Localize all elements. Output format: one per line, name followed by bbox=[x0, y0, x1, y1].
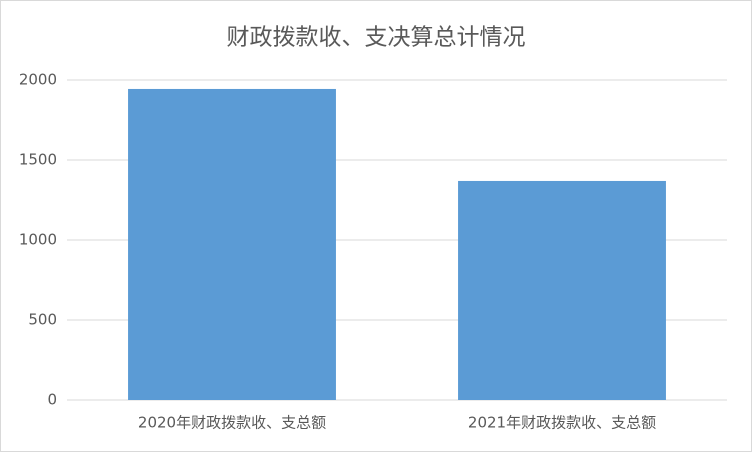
y-tick-label: 0 bbox=[47, 391, 57, 409]
x-tick-label: 2020年财政拨款收、支总额 bbox=[138, 414, 326, 432]
bar bbox=[128, 88, 336, 401]
y-tick-label: 2000 bbox=[19, 71, 57, 89]
y-tick-label: 1500 bbox=[19, 151, 57, 169]
x-tick-label: 2021年财政拨款收、支总额 bbox=[468, 414, 656, 432]
bar bbox=[458, 180, 666, 400]
chart-title: 财政拨款收、支决算总计情况 bbox=[227, 25, 526, 51]
y-tick-label: 1000 bbox=[19, 231, 57, 249]
y-tick-label: 500 bbox=[28, 311, 57, 329]
